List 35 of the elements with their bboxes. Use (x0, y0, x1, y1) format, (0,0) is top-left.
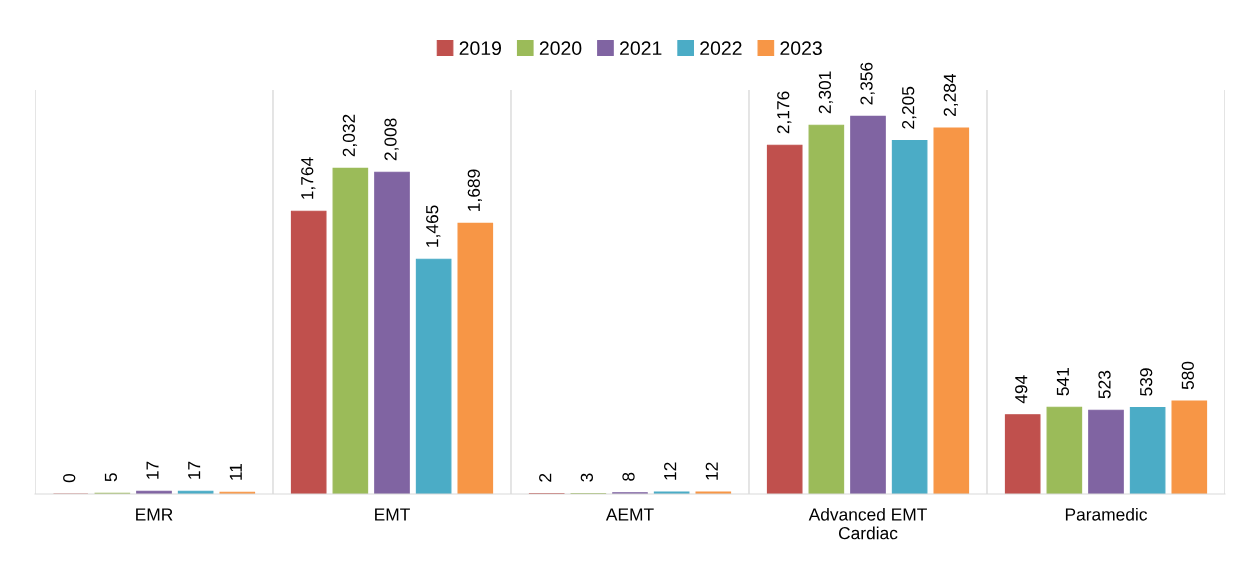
x-tick-label: AEMT (605, 508, 654, 521)
x-tick-label: Paramedic (1065, 507, 1148, 521)
legend-label: 2021 (620, 41, 662, 56)
data-label: 1,764 (301, 157, 316, 199)
data-label: 12 (705, 462, 718, 480)
data-label: 2,205 (902, 86, 917, 129)
data-label: 1,689 (467, 169, 483, 211)
data-label: 2,301 (818, 71, 834, 114)
x-tick-label: EMT (375, 508, 410, 521)
data-label: 2 (539, 473, 552, 482)
data-label: 17 (146, 461, 159, 479)
x-tick-label: Advanced EMT Cardiac (808, 507, 927, 540)
data-label: 1,465 (426, 205, 441, 247)
legend-label: 2022 (700, 41, 742, 56)
data-label: 11 (229, 463, 242, 480)
legend-label: 2020 (539, 41, 582, 56)
data-label: 5 (104, 473, 118, 482)
data-label: 541 (1056, 368, 1070, 396)
data-label: 0 (63, 473, 76, 483)
legend-label: 2023 (780, 41, 822, 56)
data-label: 2,032 (342, 114, 358, 157)
data-label: 8 (622, 472, 635, 481)
data-label: 580 (1181, 361, 1194, 390)
data-label: 2,008 (384, 118, 399, 161)
data-label: 539 (1140, 368, 1153, 396)
data-label: 3 (580, 473, 594, 482)
data-label: 494 (1015, 375, 1028, 404)
data-label: 2,284 (943, 73, 959, 116)
x-tick-label: EMR (136, 508, 173, 521)
data-label: 2,176 (777, 91, 792, 134)
data-label: 17 (188, 461, 201, 479)
data-label: 2,356 (860, 62, 875, 105)
data-label: 12 (664, 462, 677, 480)
data-label: 523 (1098, 370, 1111, 399)
legend-label: 2019 (459, 41, 502, 56)
